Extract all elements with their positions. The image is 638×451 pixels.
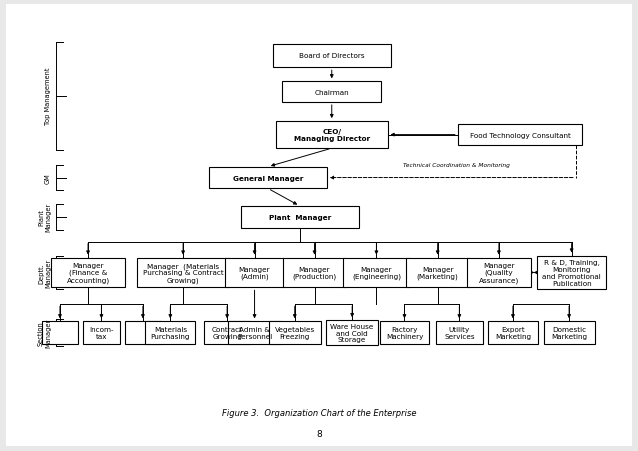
FancyBboxPatch shape (209, 167, 327, 189)
Text: Manager
(Production): Manager (Production) (292, 266, 337, 280)
Text: GM: GM (45, 173, 51, 184)
Text: Materials
Purchasing: Materials Purchasing (151, 327, 190, 339)
FancyBboxPatch shape (42, 322, 78, 344)
FancyBboxPatch shape (137, 258, 229, 288)
FancyBboxPatch shape (489, 322, 537, 344)
FancyBboxPatch shape (83, 322, 120, 344)
Text: CEO/
Managing Director: CEO/ Managing Director (293, 129, 370, 142)
FancyBboxPatch shape (241, 207, 359, 228)
Text: General Manager: General Manager (233, 175, 303, 181)
FancyBboxPatch shape (537, 256, 606, 290)
FancyBboxPatch shape (269, 322, 321, 344)
FancyBboxPatch shape (273, 45, 390, 68)
FancyBboxPatch shape (282, 82, 382, 103)
Text: Vegetables
Freezing: Vegetables Freezing (274, 327, 315, 339)
Text: Manager
(Admin): Manager (Admin) (239, 266, 271, 280)
FancyBboxPatch shape (544, 322, 595, 344)
Text: Domestic
Marketing: Domestic Marketing (551, 327, 587, 339)
FancyBboxPatch shape (467, 258, 531, 288)
Text: Deptt.
Manager: Deptt. Manager (38, 258, 51, 287)
FancyBboxPatch shape (457, 125, 582, 146)
FancyBboxPatch shape (52, 258, 124, 288)
FancyBboxPatch shape (228, 322, 281, 344)
Text: Plant  Manager: Plant Manager (269, 214, 331, 221)
FancyBboxPatch shape (276, 122, 387, 149)
Text: Utility
Services: Utility Services (444, 327, 475, 339)
Text: Plant
Manager: Plant Manager (38, 203, 51, 232)
FancyBboxPatch shape (343, 258, 410, 288)
Text: Admin &
Personnel: Admin & Personnel (237, 327, 272, 339)
FancyBboxPatch shape (406, 258, 470, 288)
Text: Manager
(Marketing): Manager (Marketing) (417, 266, 459, 280)
Text: Section
Manager: Section Manager (38, 318, 51, 347)
Text: Manager
(Finance &
Accounting): Manager (Finance & Accounting) (66, 262, 110, 283)
Text: Export
Marketing: Export Marketing (495, 327, 531, 339)
Text: Contract
Growing: Contract Growing (212, 327, 242, 339)
FancyBboxPatch shape (326, 320, 378, 345)
FancyBboxPatch shape (283, 258, 346, 288)
Text: Figure 3.  Organization Chart of the Enterprise: Figure 3. Organization Chart of the Ente… (222, 408, 416, 417)
FancyBboxPatch shape (145, 322, 195, 344)
FancyBboxPatch shape (204, 322, 250, 344)
Text: R & D, Training,
Monitoring
and Promotional
Publication: R & D, Training, Monitoring and Promotio… (542, 260, 601, 286)
Text: Factory
Machinery: Factory Machinery (386, 327, 423, 339)
FancyBboxPatch shape (436, 322, 482, 344)
Text: Board of Directors: Board of Directors (299, 53, 364, 60)
Text: Manager  (Materials
Purchasing & Contract
Growing): Manager (Materials Purchasing & Contract… (143, 262, 223, 283)
Text: Incom-
tax: Incom- tax (89, 327, 114, 339)
Text: Top Management: Top Management (45, 68, 51, 125)
Text: Food Technology Consultant: Food Technology Consultant (470, 132, 570, 138)
FancyBboxPatch shape (225, 258, 284, 288)
FancyBboxPatch shape (380, 322, 429, 344)
FancyBboxPatch shape (124, 322, 161, 344)
Text: Chairman: Chairman (315, 89, 349, 96)
Text: Technical Coordination & Monitoring: Technical Coordination & Monitoring (403, 163, 510, 168)
Text: Manager
(Engineering): Manager (Engineering) (352, 266, 401, 280)
Text: Manager
(Quality
Assurance): Manager (Quality Assurance) (478, 262, 519, 283)
Text: Ware House
and Cold
Storage: Ware House and Cold Storage (330, 323, 374, 343)
Text: 8: 8 (316, 429, 322, 438)
